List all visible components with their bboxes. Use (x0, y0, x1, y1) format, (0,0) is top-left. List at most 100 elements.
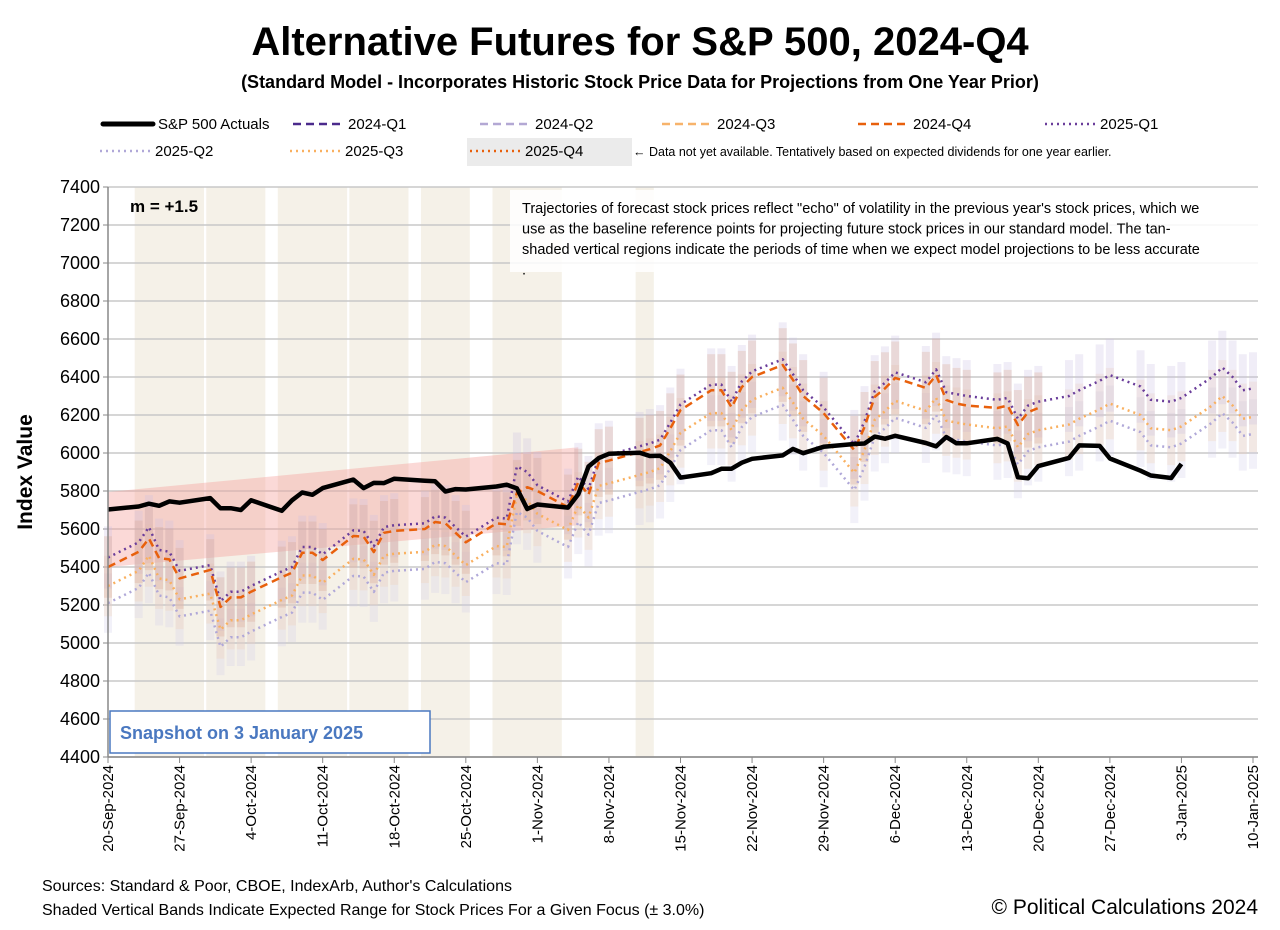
range-bar (134, 557, 143, 619)
range-bar (206, 563, 215, 624)
range-bar (860, 433, 869, 501)
range-bar (523, 467, 532, 534)
range-bar (645, 438, 654, 506)
range-bar (216, 571, 225, 631)
explanation-text: use as the baseline reference points for… (522, 222, 1171, 238)
explanation-box (510, 190, 1258, 272)
range-bar (298, 545, 307, 607)
sources-note: Sources: Standard & Poor, CBOE, IndexArb… (42, 878, 512, 895)
range-bar (727, 395, 736, 466)
range-bar (1003, 362, 1012, 434)
x-tick-label: 29-Nov-2024 (816, 765, 833, 852)
x-tick-label: 27-Sep-2024 (172, 765, 189, 852)
range-bar (1208, 387, 1217, 458)
range-bar (492, 514, 501, 578)
range-bar (165, 549, 174, 611)
x-tick-label: 10-Jan-2025 (1245, 765, 1262, 849)
range-bar (574, 489, 583, 555)
range-bar (451, 524, 460, 587)
range-bar (492, 491, 501, 556)
y-tick-label: 7000 (60, 253, 100, 273)
range-bar (584, 461, 593, 528)
range-bar (359, 528, 368, 591)
range-bar (891, 364, 900, 437)
legend-label: 2025-Q2 (155, 143, 213, 160)
range-bar (512, 432, 521, 501)
x-tick-label: 1-Nov-2024 (529, 765, 546, 843)
range-bar (860, 386, 869, 457)
range-bar (666, 387, 675, 458)
range-bar (134, 520, 143, 584)
range-bar (727, 412, 736, 482)
range-bar (134, 540, 143, 602)
range-bar (216, 618, 225, 676)
range-bar (952, 367, 961, 440)
tan-region (206, 187, 266, 757)
range-bar (155, 565, 164, 626)
range-bar (880, 346, 889, 420)
range-bar (993, 393, 1002, 464)
range-bar (298, 562, 307, 623)
range-bar (993, 410, 1002, 480)
range-bar (604, 450, 613, 517)
range-bar (1167, 412, 1176, 482)
range-bar (799, 360, 808, 432)
range-bar (574, 472, 583, 538)
range-bar (1095, 391, 1104, 462)
series-line-2025-q1 (107, 358, 1254, 603)
range-bar (277, 587, 286, 647)
y-tick-label: 5000 (60, 633, 100, 653)
range-bar (390, 522, 399, 585)
range-bar (420, 520, 429, 584)
range-bar (932, 362, 941, 434)
y-tick-label: 6400 (60, 367, 100, 387)
range-bar (247, 555, 256, 617)
range-bar (952, 358, 961, 431)
y-tick-label: 5200 (60, 595, 100, 615)
snapshot-box (109, 710, 431, 754)
range-bar (993, 364, 1002, 436)
range-bar (1013, 383, 1022, 455)
range-bar (165, 567, 174, 628)
range-bar (962, 360, 971, 432)
range-bar (359, 499, 368, 563)
legend: S&P 500 Actuals 2024-Q1 2024-Q2 2024-Q3 2024… (100, 116, 1158, 166)
x-tick-label: 15-Nov-2024 (673, 765, 690, 852)
y-tick-label: 7400 (60, 177, 100, 197)
legend-note: ← Data not yet available. Tentatively ba… (633, 145, 1112, 159)
range-bar (727, 371, 736, 443)
range-bar (155, 518, 164, 582)
x-tick-label: 20-Sep-2024 (100, 765, 117, 852)
range-bar (707, 377, 716, 449)
y-tick-label: 7200 (60, 215, 100, 235)
range-bar (502, 515, 511, 579)
copyright: © Political Calculations 2024 (991, 896, 1258, 919)
x-tick-label: 13-Dec-2024 (959, 765, 976, 852)
range-bar (298, 515, 307, 579)
range-bar (431, 483, 440, 549)
range-bar (880, 393, 889, 464)
legend-label: 2025-Q4 (525, 143, 583, 160)
x-tick-label: 6-Dec-2024 (887, 765, 904, 843)
y-tick-label: 4400 (60, 747, 100, 767)
range-bar (236, 591, 245, 650)
range-bar (318, 523, 327, 586)
range-bar (1013, 412, 1022, 482)
range-bar (635, 441, 644, 509)
chart-title: Alternative Futures for S&P 500, 2024-Q4 (251, 20, 1029, 64)
series-line-s-p-500-actuals (107, 433, 1184, 514)
range-bar (1105, 367, 1114, 440)
range-bar (165, 520, 174, 584)
range-bar (850, 415, 859, 485)
range-bar (748, 364, 757, 436)
range-bar (860, 415, 869, 485)
legend-label: 2024-Q4 (913, 116, 971, 133)
range-bar (1218, 377, 1227, 449)
range-bar (635, 411, 644, 481)
range-bar (431, 530, 440, 593)
chart-subtitle: (Standard Model - Incorporates Historic … (241, 72, 1039, 92)
range-bar (819, 377, 828, 449)
range-bar (380, 542, 389, 604)
range-bar (155, 547, 164, 609)
